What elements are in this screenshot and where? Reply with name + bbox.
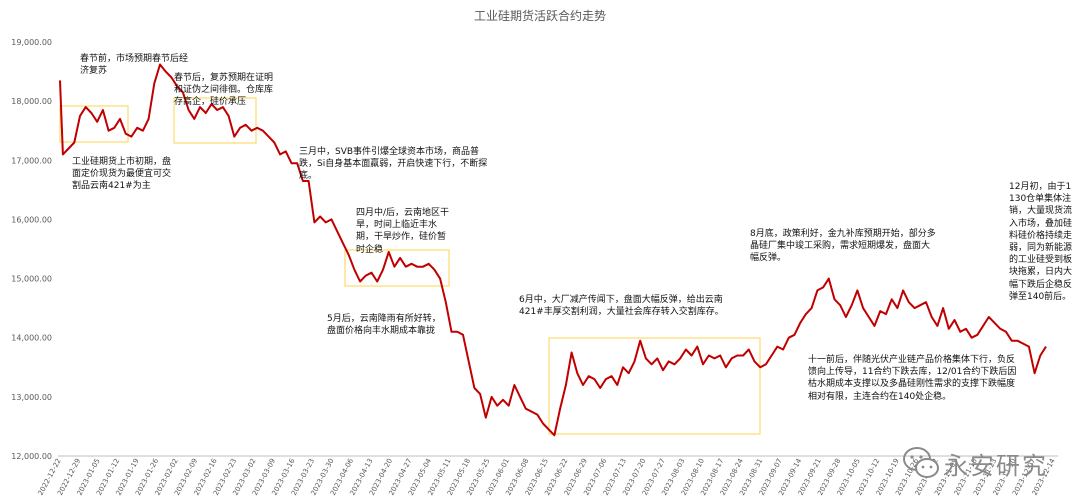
- y-axis: 19,000.00 18,000.00 17,000.00 16,000.00 15,0…: [11, 38, 52, 461]
- annotation-june-rebound: 6月中，大厂减产传闻下，盘面大幅反弹，给出云南421#丰厚交割利润，大量社会库存…: [519, 295, 724, 318]
- highlight-boxes: [59, 97, 761, 435]
- annotation-april-drought: 四月中/后，云南地区干旱，时间上临近丰水期，干旱炒作，硅价暂时企稳: [356, 208, 450, 255]
- annotation-august-policy: 8月底，政策利好，金九补库预期开始，部分多晶硅厂集中竣工采购，需求短期爆发，盘面…: [750, 229, 936, 264]
- annotation-post-spring-festival: 春节后，复苏预期在证明和证伪之间徘徊。仓库库存高企，硅价承压: [174, 73, 274, 108]
- watermark-text: 永安研究: [944, 452, 1048, 480]
- y-tick-label: 16,000.00: [11, 215, 52, 224]
- series-lines: [59, 63, 1047, 437]
- annotation-may-rainfall: 5月后，云南降雨有所好转，盘面价格向丰水期成本靠拢: [327, 314, 441, 337]
- annotation-listing-initial: 工业硅期货上市初期，盘面定价现货为最便宜可交割品云南421#为主: [72, 157, 172, 192]
- highlight-box-april: [344, 249, 450, 287]
- y-tick-label: 13,000.00: [11, 393, 52, 402]
- y-tick-label: 15,000.00: [11, 275, 52, 284]
- highlight-box-january: [59, 105, 129, 143]
- wechat-logo-icon: [903, 447, 939, 478]
- watermark: 永安研究: [900, 444, 1070, 484]
- y-tick-label: 14,000.00: [11, 334, 52, 343]
- annotation-pre-spring-festival: 春节前，市场预期春节后经济复苏: [80, 54, 189, 77]
- y-tick-label: 19,000.00: [11, 38, 52, 47]
- annotation-march-svb: 三月中，SVB事件引爆全球资本市场，商品普跌，Si自身基本面羸弱，开启快速下行，…: [299, 147, 488, 182]
- y-tick-label: 12,000.00: [11, 452, 52, 461]
- annotation-december-warrant: 12月初，由于1130仓单集体注销，大量现货流入市场，叠加硅料硅价格持续走弱，同…: [1009, 182, 1073, 302]
- y-tick-label: 18,000.00: [11, 97, 52, 106]
- annotation-november-pv: 十一前后，伴随光伏产业链产品价格集体下行，负反馈向上传导，11合约下跌去库，12…: [808, 355, 1017, 402]
- y-tick-label: 17,000.00: [11, 156, 52, 165]
- chart-title: 工业硅期货活跃合约走势: [474, 8, 606, 23]
- highlight-box-february: [173, 97, 257, 144]
- highlight-box-june-august: [548, 337, 761, 435]
- series-line-0: [59, 63, 1047, 437]
